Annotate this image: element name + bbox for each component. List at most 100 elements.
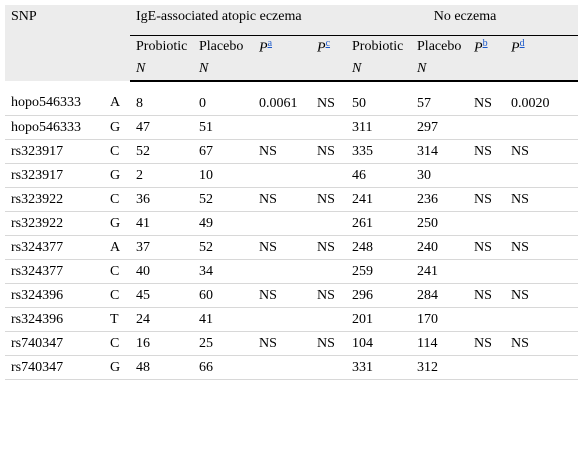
- table-row: rs324396 C 45 60 NS NS 296 284 NS NS: [5, 283, 579, 308]
- n-blank: [311, 58, 347, 82]
- table-row: hopo546333 G 47 51 311 297: [5, 115, 579, 140]
- p-a-cell: NS: [253, 235, 311, 260]
- ige-probiotic-cell: 2: [130, 163, 193, 188]
- snp-cell: rs740347: [5, 331, 104, 356]
- snp-cell: hopo546333: [5, 81, 104, 116]
- p-c-cell: NS: [311, 81, 347, 116]
- col-p-b: Pb: [468, 35, 506, 58]
- p-a-cell: NS: [253, 331, 311, 356]
- no-probiotic-cell: 248: [346, 235, 412, 260]
- p-a-cell: [253, 355, 311, 380]
- p-d-cell: [505, 211, 579, 236]
- ige-placebo-cell: 34: [193, 259, 253, 284]
- header-row-n: N N N N: [5, 58, 579, 82]
- p-d-cell: [505, 163, 579, 188]
- ige-placebo-cell: 51: [193, 115, 253, 140]
- allele-cell: C: [104, 139, 130, 164]
- p-d-cell: NS: [505, 139, 579, 164]
- no-probiotic-cell: 296: [346, 283, 412, 308]
- allele-cell: C: [104, 187, 130, 212]
- p-b-cell: NS: [468, 81, 506, 116]
- col-probiotic-2: Probiotic: [346, 35, 412, 58]
- snp-cell: rs324396: [5, 307, 104, 332]
- p-d-cell: [505, 307, 579, 332]
- table-row: rs324377 A 37 52 NS NS 248 240 NS NS: [5, 235, 579, 260]
- allele-cell: C: [104, 331, 130, 356]
- allele-header: [104, 5, 130, 81]
- allele-cell: C: [104, 259, 130, 284]
- p-d-cell: NS: [505, 187, 579, 212]
- p-b-cell: [468, 355, 506, 380]
- ige-probiotic-cell: 16: [130, 331, 193, 356]
- ige-placebo-cell: 41: [193, 307, 253, 332]
- p-a-cell: NS: [253, 139, 311, 164]
- p-b-cell: NS: [468, 235, 506, 260]
- footnote-b-link[interactable]: b: [482, 37, 488, 49]
- table-row: hopo546333 A 8 0 0.0061 NS 50 57 NS 0.0020: [5, 81, 579, 116]
- no-probiotic-cell: 335: [346, 139, 412, 164]
- ige-placebo-cell: 49: [193, 211, 253, 236]
- p-c-cell: NS: [311, 187, 347, 212]
- p-a-cell: [253, 307, 311, 332]
- allele-cell: T: [104, 307, 130, 332]
- p-c-cell: [311, 355, 347, 380]
- footnote-d-link[interactable]: d: [519, 37, 525, 49]
- ige-probiotic-cell: 24: [130, 307, 193, 332]
- no-placebo-cell: 284: [411, 283, 469, 308]
- ige-placebo-cell: 67: [193, 139, 253, 164]
- p-a-cell: [253, 115, 311, 140]
- p-a-cell: 0.0061: [253, 81, 311, 116]
- no-probiotic-cell: 104: [346, 331, 412, 356]
- n-blank: [253, 58, 311, 82]
- p-c-cell: [311, 307, 347, 332]
- allele-cell: A: [104, 235, 130, 260]
- col-probiotic: Probiotic: [130, 35, 193, 58]
- allele-cell: G: [104, 211, 130, 236]
- table-row: rs323917 C 52 67 NS NS 335 314 NS NS: [5, 139, 579, 164]
- n-label-probiotic-2: N: [346, 58, 412, 82]
- no-placebo-cell: 170: [411, 307, 469, 332]
- no-placebo-cell: 114: [411, 331, 469, 356]
- no-placebo-cell: 240: [411, 235, 469, 260]
- header-row-columns: Probiotic Placebo Pa Pc Probiotic Placeb…: [5, 35, 579, 58]
- p-d-cell: NS: [505, 331, 579, 356]
- table-body: hopo546333 A 8 0 0.0061 NS 50 57 NS 0.0020 hopo546…: [5, 81, 579, 380]
- p-d-cell: NS: [505, 283, 579, 308]
- p-c-cell: [311, 115, 347, 140]
- p-b-cell: NS: [468, 331, 506, 356]
- p-b-cell: NS: [468, 187, 506, 212]
- no-probiotic-cell: 50: [346, 81, 412, 116]
- allele-cell: C: [104, 283, 130, 308]
- ige-placebo-cell: 25: [193, 331, 253, 356]
- no-probiotic-cell: 261: [346, 211, 412, 236]
- ige-probiotic-cell: 37: [130, 235, 193, 260]
- no-placebo-cell: 57: [411, 81, 469, 116]
- no-probiotic-cell: 201: [346, 307, 412, 332]
- no-placebo-cell: 314: [411, 139, 469, 164]
- p-b-cell: [468, 115, 506, 140]
- no-placebo-cell: 30: [411, 163, 469, 188]
- p-b-cell: NS: [468, 139, 506, 164]
- p-a-label: P: [259, 40, 268, 56]
- col-p-c: Pc: [311, 35, 347, 58]
- allele-cell: A: [104, 81, 130, 116]
- table-row: rs323922 G 41 49 261 250: [5, 211, 579, 236]
- p-c-cell: [311, 211, 347, 236]
- footnote-a-link[interactable]: a: [267, 37, 273, 49]
- table-row: rs323922 C 36 52 NS NS 241 236 NS NS: [5, 187, 579, 212]
- no-probiotic-cell: 311: [346, 115, 412, 140]
- snp-cell: rs324396: [5, 283, 104, 308]
- snp-header: SNP: [5, 5, 104, 81]
- col-p-a: Pa: [253, 35, 311, 58]
- snp-cell: rs323917: [5, 163, 104, 188]
- header-row-groups: SNP IgE-associated atopic eczema No ecze…: [5, 5, 579, 81]
- no-probiotic-cell: 331: [346, 355, 412, 380]
- group-no-eczema-header: No eczema: [346, 5, 579, 36]
- ige-probiotic-cell: 45: [130, 283, 193, 308]
- footnote-c-link[interactable]: c: [325, 37, 331, 49]
- snp-cell: hopo546333: [5, 115, 104, 140]
- p-b-cell: [468, 307, 506, 332]
- snp-cell: rs324377: [5, 235, 104, 260]
- no-probiotic-cell: 241: [346, 187, 412, 212]
- snp-cell: rs324377: [5, 259, 104, 284]
